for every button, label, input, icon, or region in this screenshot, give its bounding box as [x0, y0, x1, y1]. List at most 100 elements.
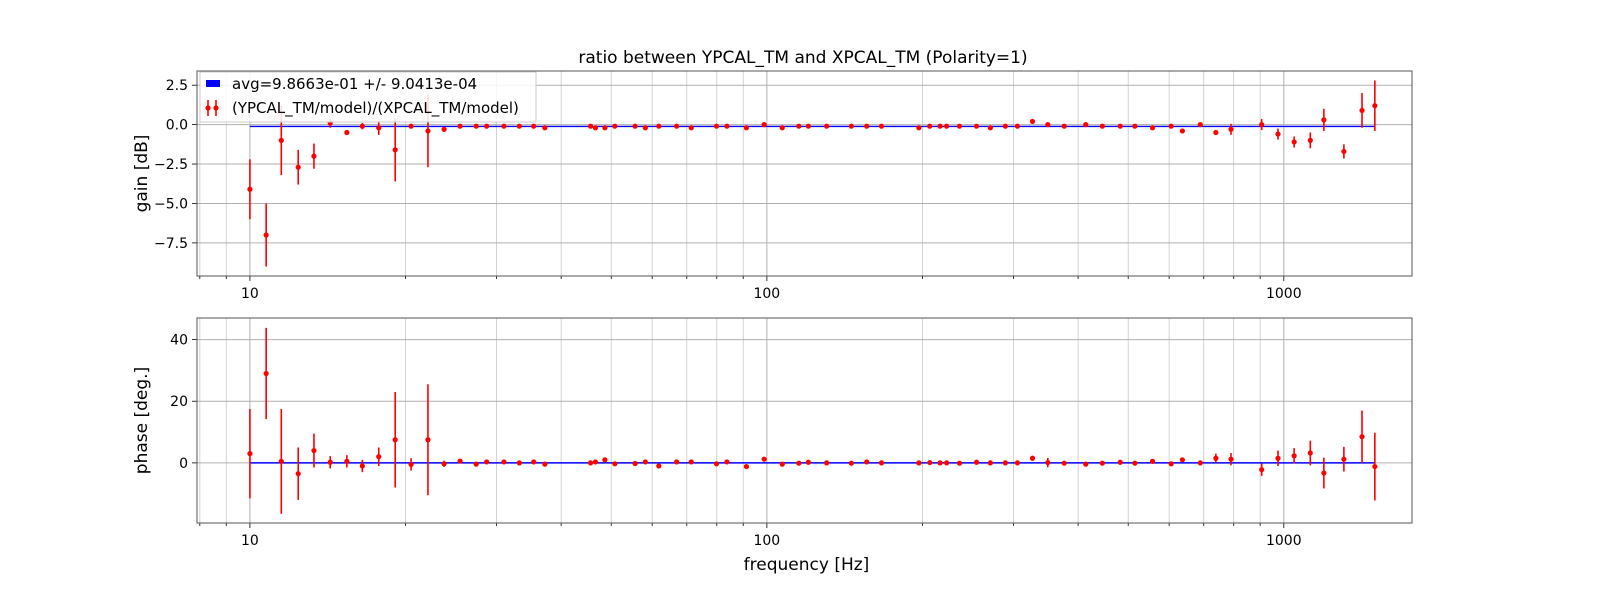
- data-point: [848, 460, 854, 466]
- data-point: [1179, 128, 1185, 134]
- data-point: [878, 460, 885, 466]
- data-point: [484, 459, 490, 465]
- y-tick-label: 20: [170, 394, 188, 410]
- data-point: [311, 153, 317, 159]
- data-point: [295, 164, 301, 170]
- data-point: [1197, 122, 1203, 128]
- data-point: [531, 459, 537, 465]
- data-point: [542, 461, 548, 467]
- data-point: [1307, 450, 1313, 456]
- data-point: [674, 459, 680, 465]
- data-point: [1014, 123, 1021, 129]
- data-point: [1117, 459, 1123, 465]
- y-axis-label: gain [dB]: [132, 135, 152, 213]
- data-series: [247, 80, 1378, 267]
- data-point: [937, 123, 943, 129]
- data-point: [1029, 455, 1036, 461]
- x-tick-label: 100: [753, 286, 780, 302]
- data-point: [392, 437, 398, 443]
- data-point: [263, 232, 269, 238]
- data-point: [516, 123, 522, 129]
- x-axis-label: frequency [Hz]: [744, 555, 870, 575]
- data-point: [612, 461, 618, 467]
- data-point: [779, 461, 785, 467]
- data-point: [457, 458, 463, 464]
- data-point: [973, 123, 980, 129]
- data-point: [1149, 125, 1156, 131]
- data-point: [1029, 118, 1036, 125]
- x-tick-label: 10: [241, 533, 259, 549]
- data-point: [602, 457, 608, 463]
- data-point: [987, 460, 993, 466]
- y-tick-label: −7.5: [154, 236, 188, 252]
- data-point: [501, 459, 507, 465]
- data-point: [1014, 460, 1021, 466]
- data-point: [743, 125, 750, 131]
- data-point: [1083, 122, 1089, 128]
- data-point: [473, 461, 479, 467]
- data-point: [278, 458, 284, 464]
- legend-label-series: (YPCAL_TM/model)/(XPCAL_TM/model): [232, 99, 519, 118]
- data-point: [1132, 460, 1138, 466]
- data-point: [327, 459, 333, 465]
- data-point: [642, 459, 648, 465]
- data-point: [263, 370, 269, 377]
- data-point: [441, 461, 447, 467]
- data-point: [1259, 467, 1265, 473]
- data-point: [632, 123, 638, 129]
- y-tick-label: 0.0: [166, 118, 188, 134]
- data-point: [359, 123, 365, 129]
- data-point: [542, 125, 548, 131]
- data-point: [1291, 139, 1297, 145]
- data-point: [1149, 458, 1156, 464]
- data-point: [602, 125, 608, 131]
- axes-frame: [196, 70, 1413, 277]
- grid: [197, 71, 1412, 276]
- data-point: [1002, 123, 1008, 129]
- data-point: [805, 123, 811, 129]
- data-point: [1341, 148, 1347, 155]
- x-tick-label: 1000: [1266, 286, 1302, 302]
- data-point: [1132, 123, 1138, 129]
- data-point: [1168, 123, 1174, 129]
- data-point: [973, 459, 980, 465]
- data-point: [927, 123, 933, 129]
- data-point: [484, 123, 490, 129]
- axes-frame: [196, 317, 1413, 524]
- data-point: [425, 128, 431, 134]
- grid: [197, 318, 1412, 523]
- data-point: [656, 123, 662, 129]
- data-point: [1321, 117, 1327, 123]
- data-point: [1083, 461, 1089, 467]
- data-point: [1259, 122, 1265, 128]
- data-point: [1197, 460, 1203, 466]
- data-point: [987, 125, 993, 131]
- data-point: [1321, 470, 1327, 476]
- data-point: [501, 123, 507, 129]
- data-point: [295, 471, 301, 477]
- data-point: [1372, 463, 1378, 470]
- data-point: [1291, 453, 1297, 459]
- data-point: [311, 447, 317, 454]
- legend-swatch-avg: [206, 80, 220, 87]
- data-point: [247, 186, 253, 192]
- data-point: [1359, 434, 1365, 440]
- data-point: [344, 129, 350, 136]
- data-point: [1061, 460, 1067, 466]
- data-point: [761, 456, 767, 462]
- data-point: [612, 123, 618, 129]
- x-tick-label: 1000: [1266, 533, 1302, 549]
- data-point: [761, 122, 767, 128]
- data-point: [376, 454, 382, 460]
- legend: avg=9.8663e-01 +/- 9.0413e-04 (YPCAL_TM/m…: [199, 71, 537, 123]
- data-point: [713, 123, 720, 129]
- data-point: [408, 461, 414, 468]
- data-point: [688, 125, 694, 131]
- data-point: [1061, 123, 1067, 129]
- data-point: [376, 125, 382, 131]
- data-point: [864, 459, 870, 465]
- y-tick-label: 2.5: [166, 78, 188, 94]
- y-axis-label: phase [deg.]: [132, 367, 152, 474]
- legend-swatch-point: [213, 105, 219, 111]
